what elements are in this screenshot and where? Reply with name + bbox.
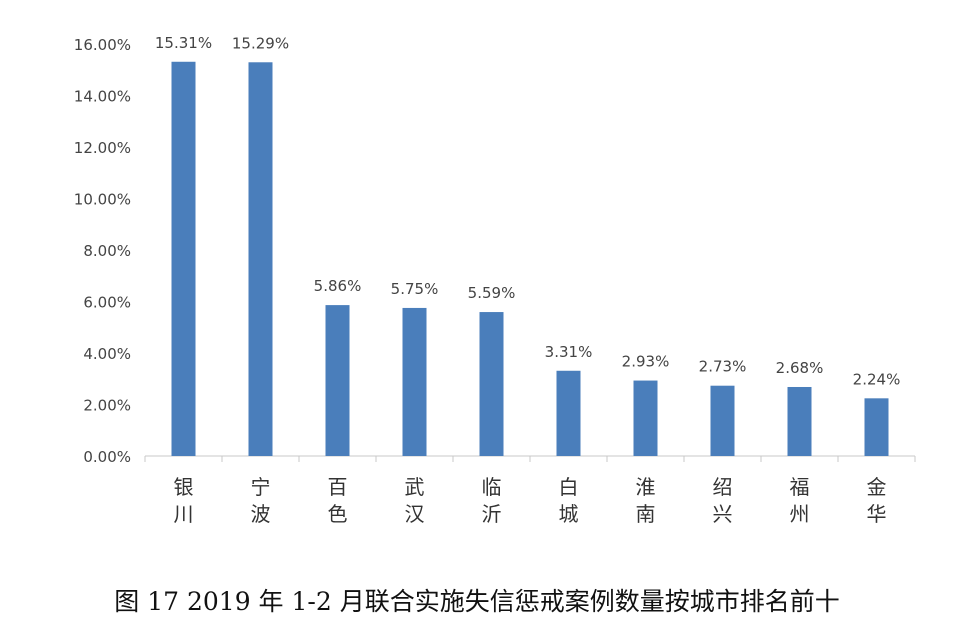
chart-caption: 图 17 2019 年 1-2 月联合实施失信惩戒案例数量按城市排名前十 [114,587,840,616]
data-label: 5.86% [314,277,362,295]
x-tick-label: 福州 [790,475,810,526]
data-label: 3.31% [545,343,593,361]
bar [864,398,889,456]
bar [479,312,504,456]
data-label: 15.31% [155,34,212,52]
bar [787,386,812,456]
y-tick-label: 8.00% [83,242,131,260]
bar [633,380,658,456]
data-label: 2.73% [699,358,747,376]
x-tick-label: 武汉 [405,475,425,526]
x-tick-label: 临沂 [482,475,502,526]
y-tick-label: 4.00% [83,345,131,363]
data-label: 2.24% [853,370,901,388]
x-tick-label: 宁波 [251,475,271,526]
data-label: 2.68% [776,359,824,377]
y-tick-label: 2.00% [83,397,131,415]
x-tick-label: 绍兴 [713,475,733,526]
bar [325,305,350,456]
x-tick-label: 白城 [559,475,579,526]
data-label: 5.75% [391,280,439,298]
data-label: 2.93% [622,353,670,371]
y-tick-label: 12.00% [74,139,131,157]
x-tick-label: 银川 [174,475,194,526]
data-label: 5.59% [468,284,516,302]
y-tick-label: 14.00% [74,88,131,106]
bar [556,370,581,456]
bar-chart: 0.00% 2.00% 4.00% 6.00% 8.00% 10.00% 12.00% 14.… [74,34,916,526]
y-tick-label: 0.00% [83,448,131,466]
bar [248,62,273,456]
x-tick-label: 金华 [867,475,887,526]
y-tick-label: 10.00% [74,191,131,209]
x-tick-label: 淮南 [636,475,656,526]
y-tick-label: 6.00% [83,294,131,312]
x-tick-label: 百色 [328,475,348,526]
y-tick-label: 16.00% [74,36,131,54]
bar [402,307,427,456]
bar [710,385,735,456]
bar [171,61,196,457]
data-label: 15.29% [232,34,289,52]
